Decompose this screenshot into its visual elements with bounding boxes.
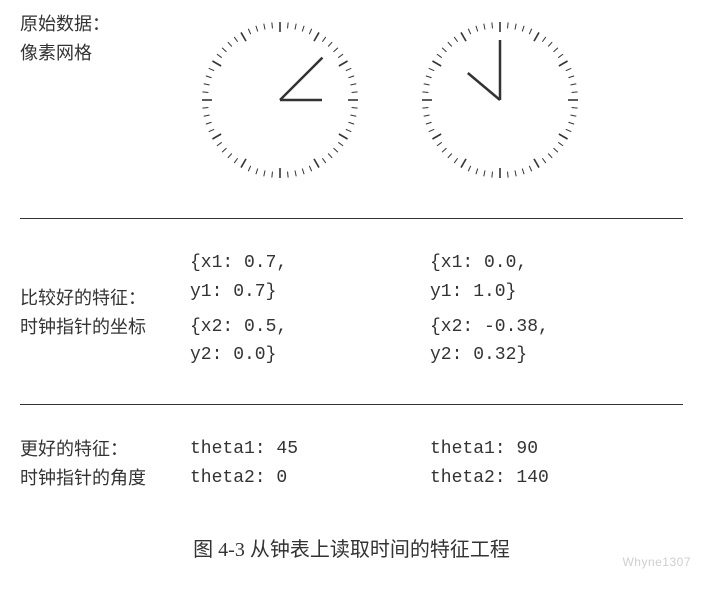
row-coords: 比较好的特征： 时钟指针的坐标 {x1: 0.7, y1: 0.7} {x2: … [20,239,683,386]
theta-t2b: theta2: 140 [430,464,630,493]
coords-c1d: y2: 0.0} [190,341,390,370]
label-coords: 比较好的特征： 时钟指针的坐标 [20,284,190,342]
divider-2 [20,404,683,405]
coords-c1-block1: {x1: 0.7, y1: 0.7} [190,249,390,307]
thetas-data: theta1: 45 theta2: 0 theta1: 90 theta2: … [190,435,683,493]
coords-c2b: y1: 1.0} [430,278,630,307]
row-thetas: 更好的特征： 时钟指针的角度 theta1: 45 theta2: 0 thet… [20,425,683,503]
thetas-clock2: theta1: 90 theta2: 140 [430,435,630,493]
clocks-container [190,10,683,190]
label-coords-line1: 比较好的特征： [20,284,190,313]
clock-2 [410,10,590,190]
label-thetas: 更好的特征： 时钟指针的角度 [20,435,190,493]
label-raw-line2: 像素网格 [20,39,190,68]
label-thetas-line1: 更好的特征： [20,435,190,464]
divider-1 [20,218,683,219]
coords-c2a: {x1: 0.0, [430,249,630,278]
theta-t1a: theta1: 45 [190,435,390,464]
coords-clock2: {x1: 0.0, y1: 1.0} {x2: -0.38, y2: 0.32} [430,249,630,376]
figure-caption: 图 4-3 从钟表上读取时间的特征工程 [20,533,683,562]
coords-data: {x1: 0.7, y1: 0.7} {x2: 0.5, y2: 0.0} {x… [190,249,683,376]
label-thetas-line2: 时钟指针的角度 [20,464,190,493]
clock-1 [190,10,370,190]
label-raw: 原始数据： 像素网格 [20,10,190,68]
label-raw-line1: 原始数据： [20,10,190,39]
coords-c1c: {x2: 0.5, [190,313,390,342]
row-raw-data: 原始数据： 像素网格 [20,10,683,200]
coords-c1-block2: {x2: 0.5, y2: 0.0} [190,313,390,371]
watermark-text: Whyne1307 [622,555,691,569]
clock-2-svg [415,15,585,185]
clock-1-svg [195,15,365,185]
theta-t1b: theta2: 0 [190,464,390,493]
thetas-clock1: theta1: 45 theta2: 0 [190,435,390,493]
coords-c1b: y1: 0.7} [190,278,390,307]
coords-c2c: {x2: -0.38, [430,313,630,342]
theta-t2a: theta1: 90 [430,435,630,464]
coords-c2-block1: {x1: 0.0, y1: 1.0} [430,249,630,307]
coords-c2d: y2: 0.32} [430,341,630,370]
coords-clock1: {x1: 0.7, y1: 0.7} {x2: 0.5, y2: 0.0} [190,249,390,376]
coords-c2-block2: {x2: -0.38, y2: 0.32} [430,313,630,371]
coords-c1a: {x1: 0.7, [190,249,390,278]
label-coords-line2: 时钟指针的坐标 [20,313,190,342]
